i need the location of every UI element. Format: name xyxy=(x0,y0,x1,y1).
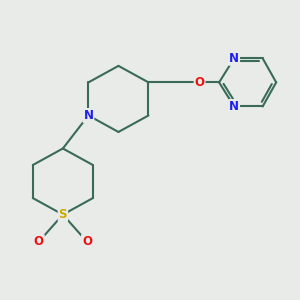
Text: O: O xyxy=(34,235,44,248)
Text: N: N xyxy=(229,52,239,65)
Text: S: S xyxy=(58,208,67,221)
Text: O: O xyxy=(195,76,205,89)
Text: N: N xyxy=(229,100,239,113)
Text: N: N xyxy=(83,109,93,122)
Text: O: O xyxy=(82,235,92,248)
